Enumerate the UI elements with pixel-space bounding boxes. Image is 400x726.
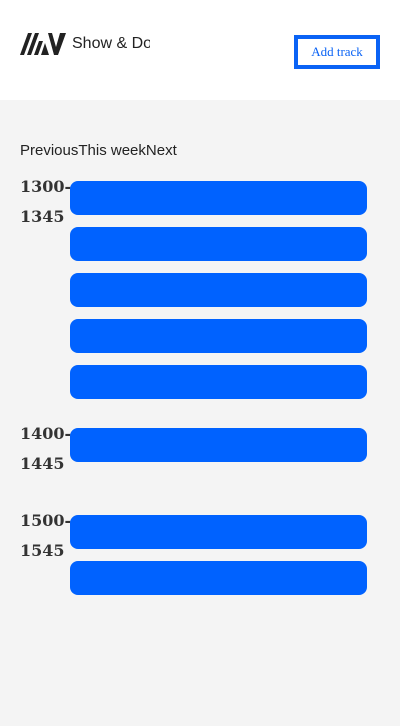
time-end: 1545 xyxy=(20,541,65,560)
time-range-label: 1300- 1345 xyxy=(20,172,72,232)
track-slot[interactable] xyxy=(70,319,367,353)
current-week-label: This week xyxy=(78,142,146,159)
time-start: 1400- xyxy=(20,424,72,443)
time-start: 1300- xyxy=(20,177,72,196)
next-week-link[interactable]: Next xyxy=(145,142,177,159)
time-end: 1445 xyxy=(20,454,65,473)
brand-name: Show & Do xyxy=(72,35,150,52)
time-start: 1500- xyxy=(20,511,72,530)
add-track-button[interactable]: Add track xyxy=(294,35,380,69)
time-end: 1345 xyxy=(20,207,65,226)
app-header: Show & Do Add track xyxy=(0,0,400,100)
track-slot[interactable] xyxy=(70,227,367,261)
track-slot[interactable] xyxy=(70,273,367,307)
time-range-label: 1400- 1445 xyxy=(20,419,72,479)
previous-week-link[interactable]: Previous xyxy=(20,142,79,159)
track-slot[interactable] xyxy=(70,515,367,549)
track-slot[interactable] xyxy=(70,561,367,595)
time-range-label: 1500- 1545 xyxy=(20,506,72,566)
track-slot[interactable] xyxy=(70,428,367,462)
aw-logo-icon[interactable] xyxy=(20,33,66,55)
track-slot[interactable] xyxy=(70,181,367,215)
track-slot[interactable] xyxy=(70,365,367,399)
week-navigation: PreviousThis weekNext xyxy=(20,142,177,159)
